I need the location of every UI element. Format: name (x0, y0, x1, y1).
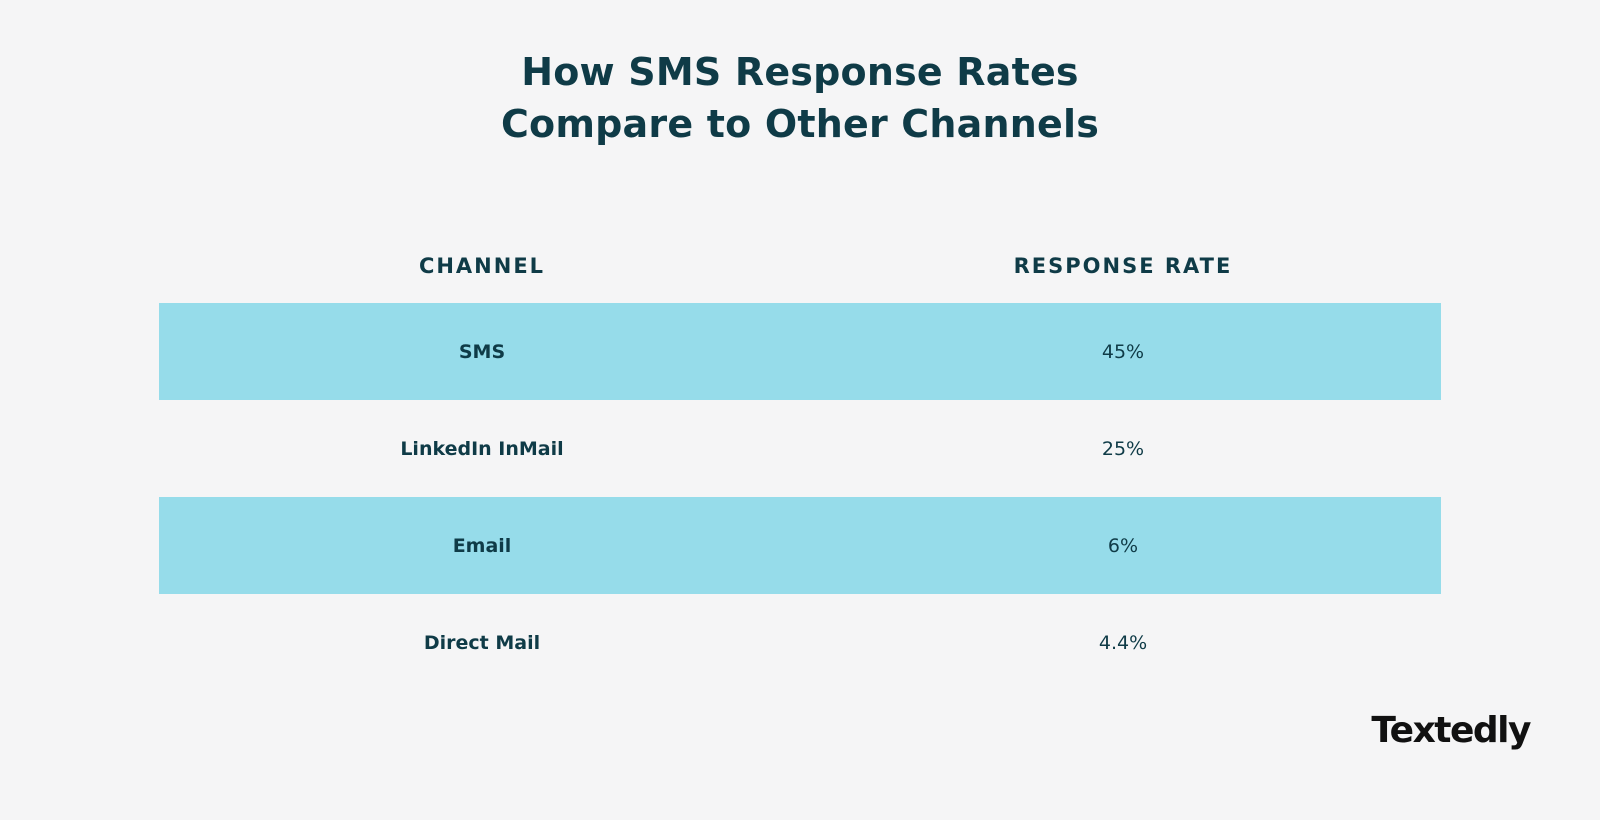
chart-title: How SMS Response Rates Compare to Other … (0, 46, 1600, 150)
response-rate-value: 45% (1101, 340, 1145, 363)
textedly-logo: Textedly (1371, 710, 1531, 751)
channel-cell: LinkedIn InMail (159, 400, 805, 497)
table-header-row: CHANNEL RESPONSE RATE (159, 240, 1441, 303)
channel-cell: SMS (159, 303, 805, 400)
channel-cell: Direct Mail (159, 594, 805, 691)
table-row: LinkedIn InMail 25% (159, 400, 1441, 497)
channel-name: Email (452, 534, 512, 557)
chart-title-line-1: How SMS Response Rates (521, 50, 1079, 94)
rate-cell: 45% (805, 303, 1441, 400)
table-row: SMS 45% (159, 303, 1441, 400)
response-rate-value: 4.4% (1098, 631, 1148, 654)
rate-cell: 6% (805, 497, 1441, 594)
rate-cell: 4.4% (805, 594, 1441, 691)
channel-name: SMS (458, 340, 506, 363)
response-rate-value: 6% (1107, 534, 1139, 557)
column-header-channel-label: CHANNEL (418, 254, 546, 278)
chart-title-line-2: Compare to Other Channels (500, 102, 1100, 146)
response-rate-table: CHANNEL RESPONSE RATE SMS 45% LinkedIn I… (159, 240, 1441, 691)
channel-name: LinkedIn InMail (400, 437, 564, 460)
response-rate-value: 25% (1101, 437, 1145, 460)
column-header-response-rate: RESPONSE RATE (805, 240, 1441, 278)
rate-cell: 25% (805, 400, 1441, 497)
channel-cell: Email (159, 497, 805, 594)
column-header-response-rate-label: RESPONSE RATE (1013, 254, 1233, 278)
table-row: Direct Mail 4.4% (159, 594, 1441, 691)
channel-name: Direct Mail (423, 631, 541, 654)
column-header-channel: CHANNEL (159, 240, 805, 278)
table-row: Email 6% (159, 497, 1441, 594)
